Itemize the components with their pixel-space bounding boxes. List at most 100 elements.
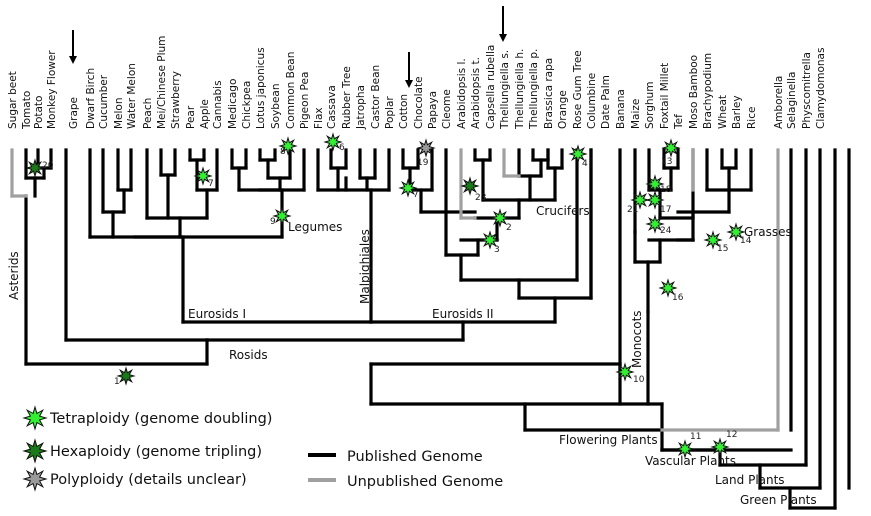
event-number: 2 (506, 223, 512, 233)
taxon-castor-bean: Castor Bean (370, 65, 382, 129)
duplication-event-star-15 (703, 230, 723, 250)
taxon-medicago: Medicago (227, 79, 239, 129)
event-number: 11 (690, 432, 701, 442)
clade-label-eurosids1: Eurosids I (188, 307, 246, 321)
legend-tetra-text: Tetraploidy (genome doubling) (49, 411, 272, 427)
taxon-brassica-rapa: Brassica rapa (543, 58, 555, 129)
clade-label-eurosids2: Eurosids II (432, 307, 494, 321)
taxon-chickpea: Chickpea (241, 81, 253, 129)
event-number: 8 (280, 147, 286, 157)
taxon-clamydomonas: Clamydomonas (815, 48, 827, 129)
event-number: 10 (633, 375, 645, 385)
duplication-event-star-10 (615, 362, 635, 382)
taxon-cotton: Cotton (398, 94, 410, 129)
taxon-apple: Apple (199, 99, 211, 129)
taxon-rose-gum-tree: Rose Gum Tree (572, 50, 584, 129)
event-number: 1 (114, 377, 120, 387)
arrow-head-icon (69, 56, 77, 64)
event-number: 21 (627, 205, 638, 215)
hexaploidy-legend-star (22, 438, 48, 464)
taxon-chocolate: Chocolate (413, 76, 425, 129)
taxon-date-palm: Date Palm (600, 75, 612, 129)
taxon-thellungiella-p: Thellungiella p. (528, 49, 540, 130)
clade-label-land: Land Plants (715, 473, 785, 487)
taxon-poplar: Poplar (384, 96, 396, 129)
polyploidy-legend-star (22, 466, 48, 492)
duplication-event-star-24 (645, 214, 665, 234)
taxon-sugar-beet: Sugar beet (7, 71, 19, 129)
event-number: 23 (475, 193, 486, 203)
taxon-arabidopsis-l: Arabidopsis l. (456, 58, 468, 129)
taxon-cassava: Cassava (326, 85, 338, 129)
taxon-rubber-tree: Rubber Tree (341, 66, 353, 129)
event-number: 9 (270, 217, 276, 227)
taxon-moso-bamboo: Moso Bamboo (688, 55, 700, 129)
clade-label-asterids: Asterids (7, 251, 21, 300)
taxon-pear: Pear (185, 105, 197, 129)
taxon-selaginella: Selaginella (786, 72, 798, 129)
clade-label-rosids: Rosids (229, 348, 268, 362)
taxon-strawberry: Strawberry (170, 71, 182, 129)
event-number: 14 (740, 236, 752, 246)
taxon-wheat: Wheat (717, 95, 729, 129)
taxon-water-melon: Water Melon (126, 63, 138, 129)
duplication-event-star-18 (645, 174, 665, 194)
taxon-cucumber: Cucumber (98, 74, 110, 129)
duplication-event-star-12 (710, 437, 730, 457)
taxon-arabidopsis-t: Arabidopsis t. (470, 57, 482, 129)
duplication-event-star-13 (661, 138, 681, 158)
event-number: 18 (660, 185, 672, 195)
legend-hexa-text: Hexaploidy (genome tripling) (50, 444, 262, 460)
event-number: 17 (660, 205, 671, 215)
clade-label-flowering: Flowering Plants (559, 433, 658, 447)
taxon-melon: Melon (113, 97, 125, 129)
event-number: 6 (339, 143, 345, 153)
taxon-soybean: Soybean (270, 83, 282, 129)
taxon-thellungiella-h: Thellungiella h. (514, 49, 526, 130)
duplication-event-star-9 (272, 206, 292, 226)
taxon-sorghum: Sorghum (644, 82, 656, 129)
taxon-monkey-flower: Monkey Flower (46, 50, 58, 129)
event-number: 16 (672, 293, 684, 303)
taxon-jatropha: Jatropha (355, 85, 367, 130)
event-number: 20 (42, 161, 54, 171)
duplication-event-star-23 (460, 176, 480, 196)
duplication-event-star-4 (568, 144, 588, 164)
taxon-cleome: Cleome (441, 89, 453, 129)
event-number: 13 (661, 157, 672, 167)
taxon-common-bean: Common Bean (285, 52, 297, 129)
taxon-brachypodium: Brachypodium (702, 53, 714, 129)
duplication-event-star-7 (398, 178, 418, 198)
taxon-grape: Grape (68, 97, 80, 129)
clade-label-crucifers: Crucifers (536, 204, 590, 218)
clade-label-vascular: Vascular Plants (645, 454, 736, 468)
duplication-event-star-7 (193, 166, 213, 186)
event-number: 19 (417, 158, 429, 168)
taxon-dwarf-birch: Dwarf Birch (85, 68, 97, 129)
taxon-rice: Rice (746, 107, 758, 129)
duplication-event-star-21 (630, 190, 650, 210)
taxon-potato: Potato (33, 96, 45, 129)
duplication-event-star-1 (116, 366, 136, 386)
taxon-tomato: Tomato (21, 91, 33, 130)
taxon-barley: Barley (731, 95, 743, 129)
taxon-banana: Banana (615, 89, 627, 129)
clade-label-malpighiales: Malpighiales (358, 229, 372, 304)
duplication-event-star-11 (675, 439, 695, 459)
taxon-peach: Peach (142, 98, 154, 129)
taxon-physcomitrella: Physcomitrella (801, 52, 813, 129)
tetraploidy-legend-star (22, 405, 48, 431)
legend-published-text: Published Genome (347, 449, 483, 465)
legend-unpublished-text: Unpublished Genome (347, 474, 503, 490)
taxon-mei-chinese-plum: Mei/Chinese Plum (156, 36, 168, 129)
clade-label-grasses: Grasses (744, 225, 792, 239)
arrow-head-icon (499, 34, 507, 42)
event-number: 15 (717, 244, 728, 254)
taxon-thellungiella-s: Thellungiella s. (499, 50, 511, 130)
duplication-event-star-8 (278, 136, 298, 156)
duplication-event-star-14 (726, 222, 746, 242)
taxon-pigeon-pea: Pigeon Pea (299, 72, 311, 129)
taxon-tef: Tef (673, 114, 685, 130)
duplication-event-star-16 (658, 278, 678, 298)
